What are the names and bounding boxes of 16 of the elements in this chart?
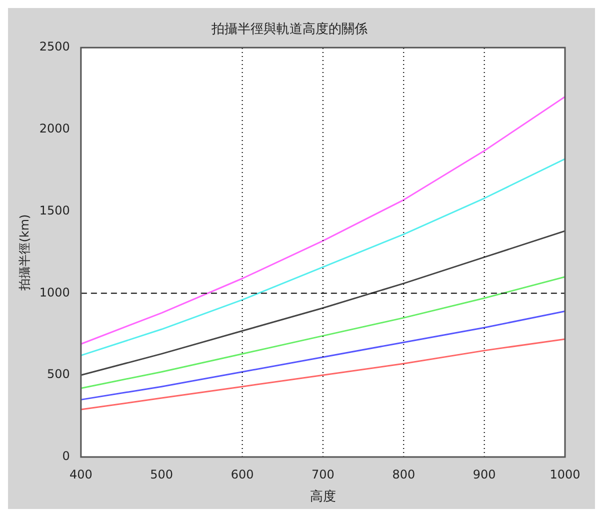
x-axis-title: 高度 — [310, 488, 336, 505]
y-axis-title: 拍攝半徑(km) — [17, 214, 32, 292]
chart-title: 拍攝半徑與軌道高度的關係 — [210, 21, 368, 38]
x-tick-label: 700 — [312, 467, 334, 482]
y-tick-label: 1000 — [39, 285, 70, 300]
x-tick-label: 900 — [472, 467, 496, 482]
x-tick-label: 1000 — [550, 467, 580, 482]
y-tick-label: 1500 — [39, 203, 70, 218]
x-tick-label: 600 — [230, 467, 254, 482]
y-tick-label: 500 — [47, 367, 70, 382]
y-tick-label: 0 — [62, 449, 70, 464]
x-tick-label: 500 — [150, 467, 174, 482]
x-tick-label: 400 — [69, 467, 92, 482]
x-tick-label: 800 — [392, 467, 416, 482]
y-tick-label: 2000 — [39, 122, 70, 136]
y-tick-label: 2500 — [39, 40, 70, 54]
